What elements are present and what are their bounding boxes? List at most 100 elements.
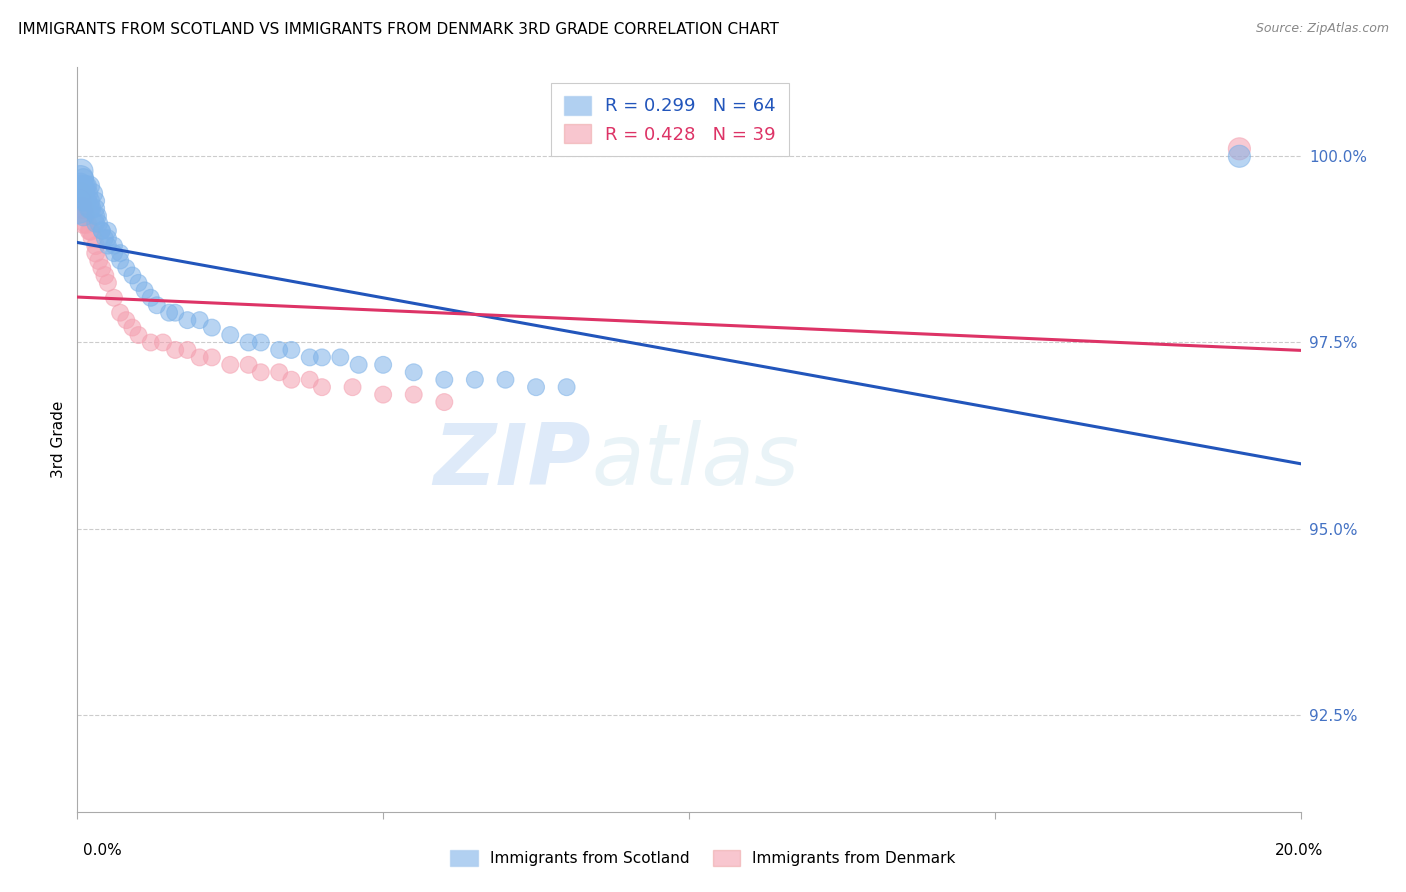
Point <box>188 351 211 365</box>
Point <box>201 351 224 365</box>
Point <box>524 380 547 394</box>
Point <box>67 202 90 216</box>
Point <box>97 276 120 290</box>
Point <box>139 335 162 350</box>
Point <box>269 343 291 357</box>
Point <box>433 395 456 409</box>
Point <box>79 179 101 194</box>
Point <box>79 202 101 216</box>
Point <box>72 171 94 186</box>
Point <box>269 365 291 379</box>
Point <box>121 320 143 334</box>
Point <box>84 216 107 230</box>
Point <box>90 224 112 238</box>
Point <box>97 224 120 238</box>
Point <box>250 335 273 350</box>
Point <box>80 202 103 216</box>
Point <box>69 179 91 194</box>
Point <box>90 224 112 238</box>
Point <box>84 209 107 223</box>
Point <box>86 209 108 223</box>
Point <box>238 358 260 372</box>
Text: ZIP: ZIP <box>433 420 591 503</box>
Point <box>464 373 486 387</box>
Point <box>67 194 90 208</box>
Point <box>219 328 242 343</box>
Point <box>1229 149 1251 163</box>
Y-axis label: 3rd Grade: 3rd Grade <box>51 401 66 478</box>
Point <box>347 358 370 372</box>
Point <box>134 284 156 298</box>
Point <box>108 306 131 320</box>
Point <box>165 306 187 320</box>
Text: 20.0%: 20.0% <box>1275 843 1323 858</box>
Point <box>90 260 112 275</box>
Point <box>76 179 98 194</box>
Point <box>238 335 260 350</box>
Point <box>79 194 101 208</box>
Point <box>108 253 131 268</box>
Point <box>165 343 187 357</box>
Point <box>342 380 364 394</box>
Point <box>76 186 98 201</box>
Point <box>82 231 104 245</box>
Point <box>72 194 94 208</box>
Point <box>1229 142 1251 156</box>
Point <box>94 231 117 245</box>
Point <box>82 186 104 201</box>
Point <box>298 373 321 387</box>
Point <box>70 202 93 216</box>
Point <box>157 306 180 320</box>
Point <box>280 373 302 387</box>
Point <box>298 351 321 365</box>
Point <box>311 380 333 394</box>
Point <box>69 186 91 201</box>
Point <box>84 246 107 260</box>
Text: Source: ZipAtlas.com: Source: ZipAtlas.com <box>1256 22 1389 36</box>
Point <box>201 320 224 334</box>
Point <box>79 224 101 238</box>
Point <box>152 335 174 350</box>
Point <box>250 365 273 379</box>
Point <box>84 238 107 252</box>
Point <box>402 365 425 379</box>
Point <box>280 343 302 357</box>
Point <box>371 358 394 372</box>
Point <box>127 276 149 290</box>
Point <box>67 186 90 201</box>
Point <box>94 268 117 283</box>
Point <box>329 351 352 365</box>
Point <box>70 164 93 178</box>
Point <box>76 216 98 230</box>
Point <box>176 313 198 327</box>
Text: atlas: atlas <box>591 420 799 503</box>
Point <box>371 387 394 401</box>
Point <box>402 387 425 401</box>
Point <box>97 238 120 252</box>
Point <box>72 209 94 223</box>
Point <box>84 194 107 208</box>
Point <box>84 202 107 216</box>
Point <box>219 358 242 372</box>
Point <box>70 179 93 194</box>
Point <box>80 224 103 238</box>
Point <box>188 313 211 327</box>
Point <box>495 373 517 387</box>
Point <box>146 298 169 312</box>
Point <box>176 343 198 357</box>
Point <box>433 373 456 387</box>
Point <box>555 380 578 394</box>
Text: 0.0%: 0.0% <box>83 843 122 858</box>
Point <box>115 260 138 275</box>
Point <box>73 186 96 201</box>
Point <box>103 238 125 252</box>
Text: IMMIGRANTS FROM SCOTLAND VS IMMIGRANTS FROM DENMARK 3RD GRADE CORRELATION CHART: IMMIGRANTS FROM SCOTLAND VS IMMIGRANTS F… <box>18 22 779 37</box>
Point <box>311 351 333 365</box>
Point <box>87 253 110 268</box>
Point <box>87 216 110 230</box>
Legend: Immigrants from Scotland, Immigrants from Denmark: Immigrants from Scotland, Immigrants fro… <box>443 842 963 873</box>
Point <box>72 202 94 216</box>
Point <box>103 291 125 305</box>
Point <box>73 209 96 223</box>
Point <box>108 246 131 260</box>
